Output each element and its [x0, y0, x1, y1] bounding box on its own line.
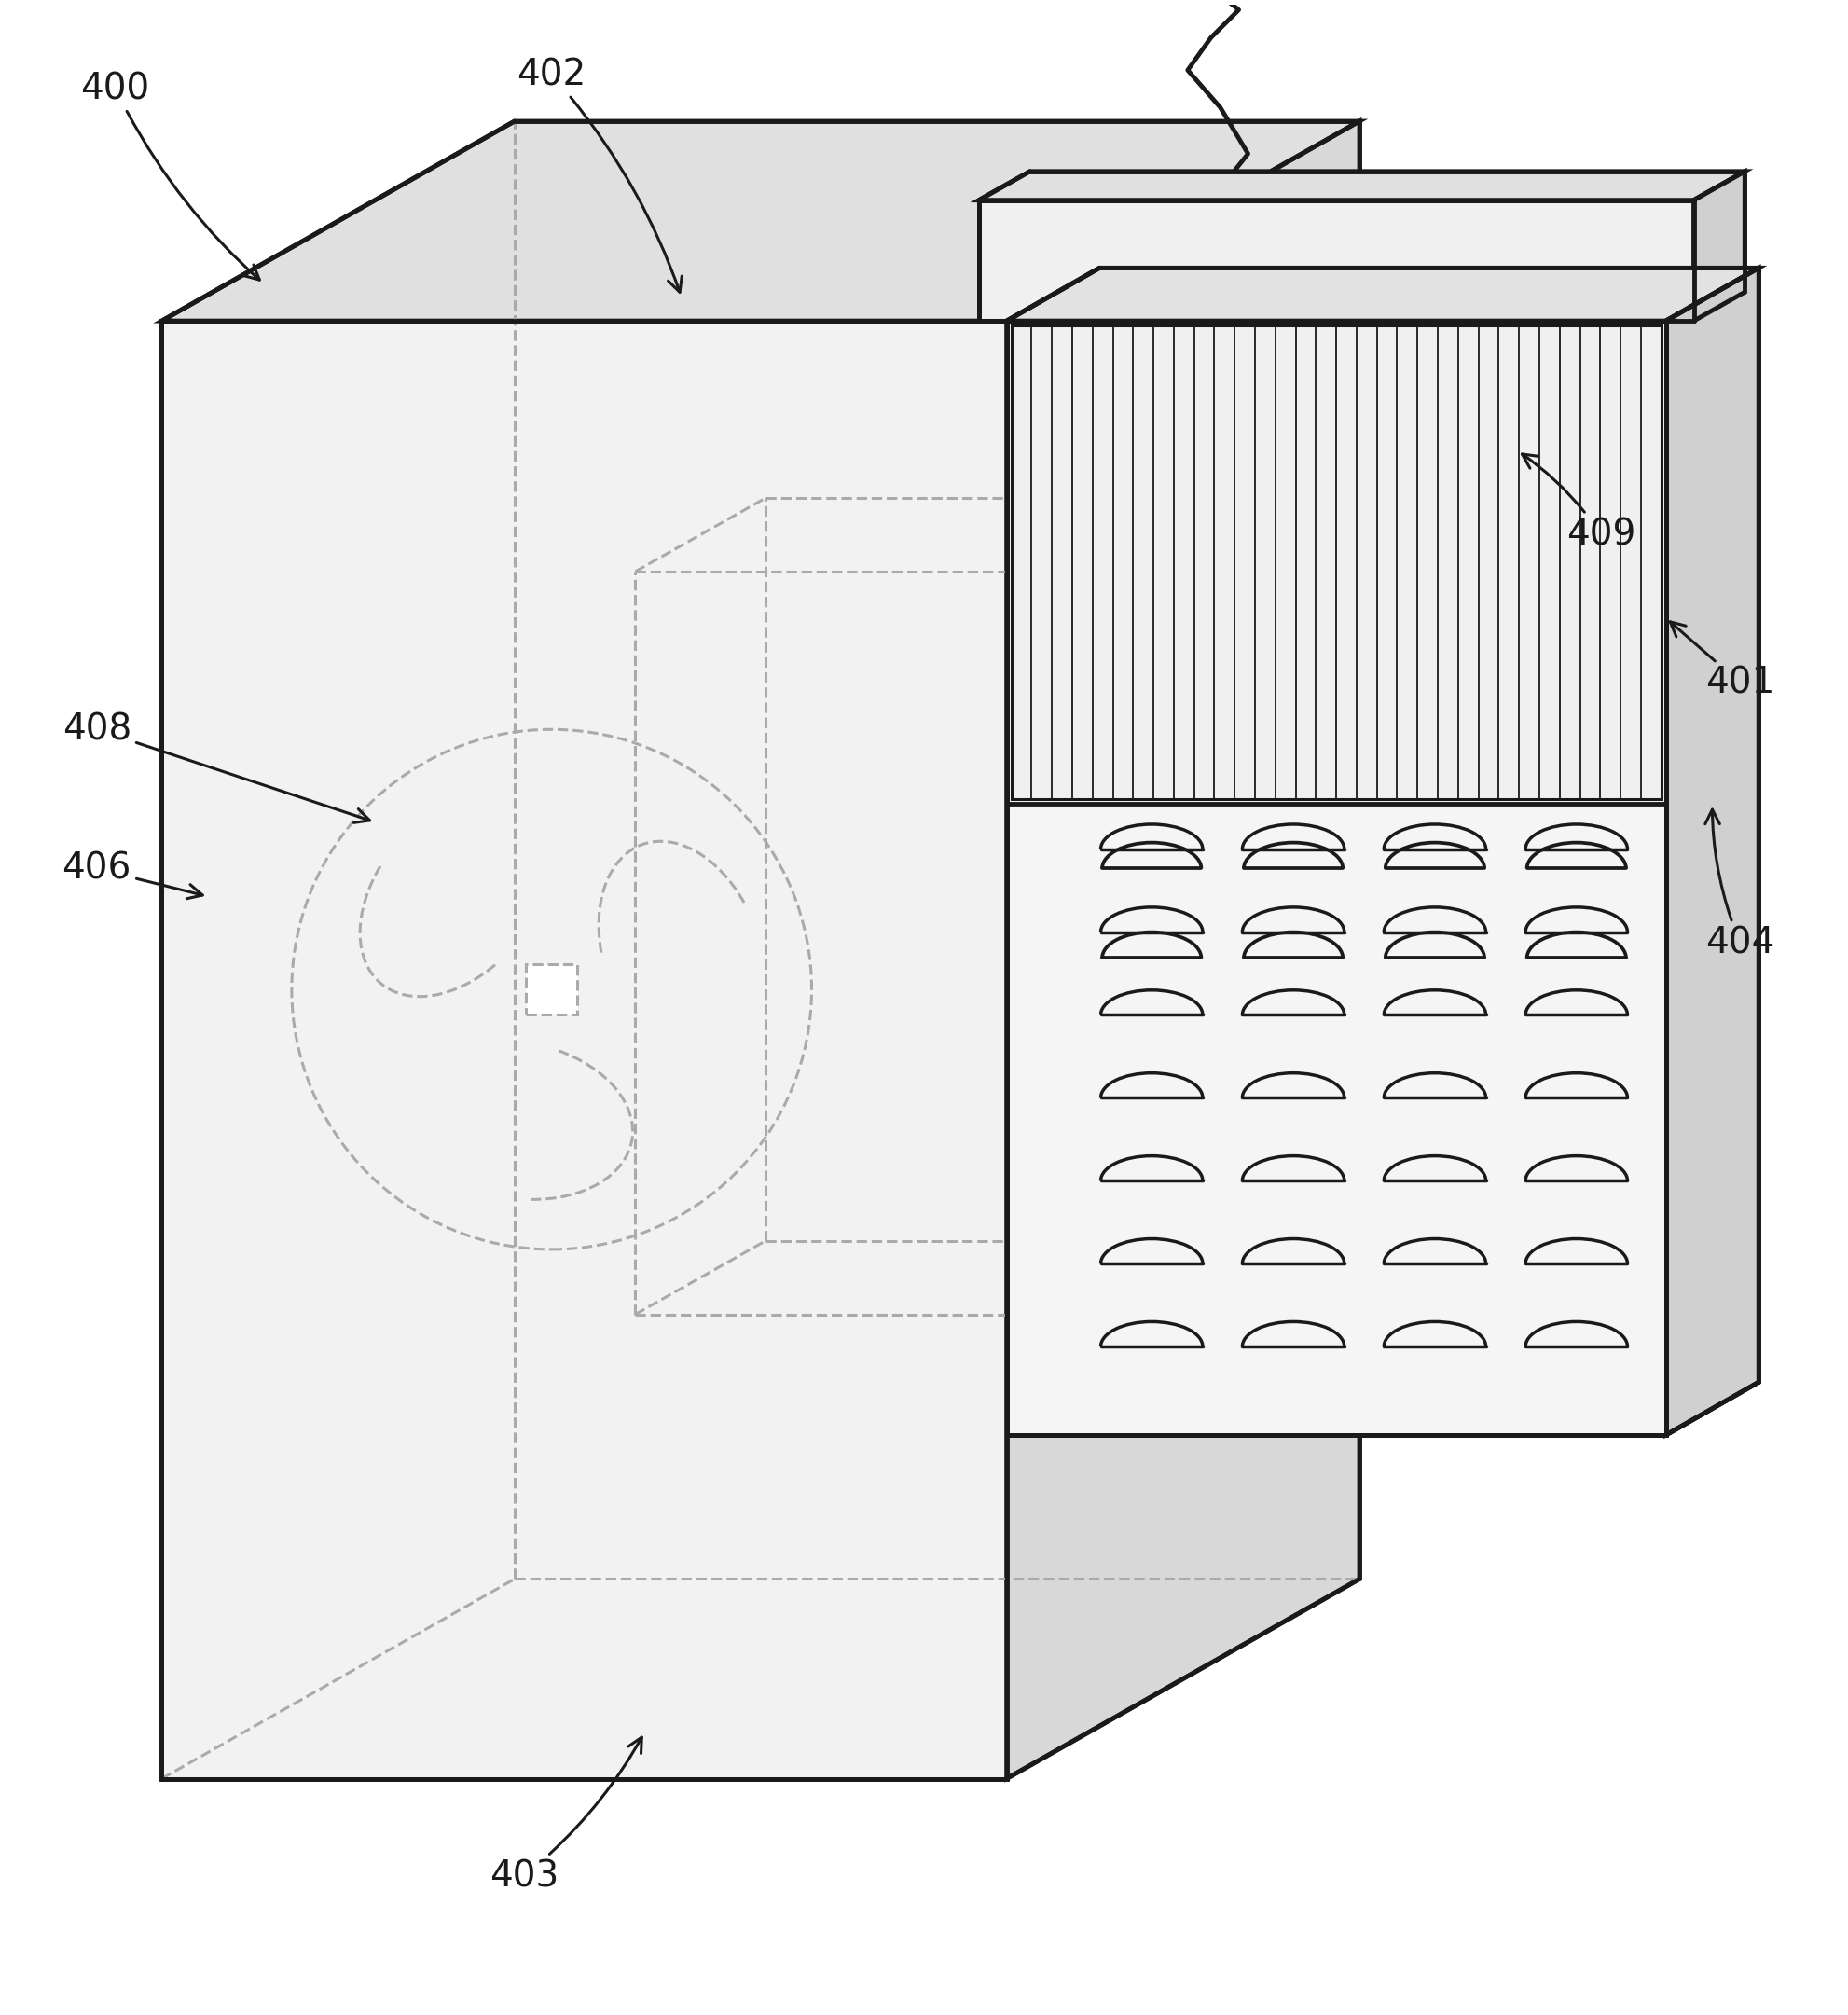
Polygon shape — [1007, 121, 1360, 1779]
Text: 408: 408 — [63, 711, 370, 822]
Polygon shape — [1007, 268, 1759, 320]
Polygon shape — [1011, 326, 1661, 800]
Bar — [527, 963, 577, 1016]
Polygon shape — [1665, 268, 1759, 1435]
Text: 401: 401 — [1671, 623, 1774, 701]
Text: 409: 409 — [1523, 453, 1635, 552]
Polygon shape — [163, 320, 1007, 1779]
Text: 404: 404 — [1706, 810, 1774, 961]
Polygon shape — [1007, 320, 1665, 1435]
Text: 402: 402 — [517, 56, 682, 292]
Polygon shape — [163, 121, 1360, 320]
Text: 403: 403 — [490, 1737, 641, 1894]
Polygon shape — [1695, 171, 1745, 320]
Text: 400: 400 — [81, 71, 259, 280]
Text: 406: 406 — [63, 850, 203, 899]
Polygon shape — [979, 199, 1695, 320]
Polygon shape — [979, 171, 1745, 199]
Polygon shape — [1007, 320, 1665, 1435]
